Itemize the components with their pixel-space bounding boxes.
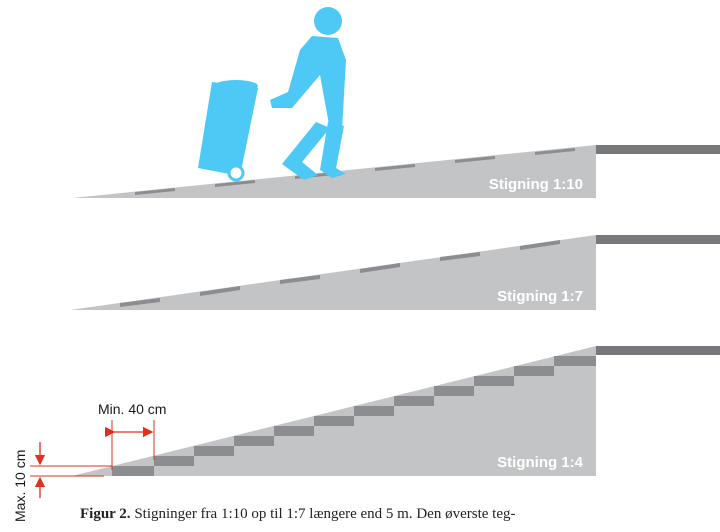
- ramp-label: Stigning 1:10: [489, 176, 583, 193]
- max-height-dimension: Max. 10 cm: [12, 442, 112, 522]
- ramp-1-7: Stigning 1:7: [70, 235, 720, 310]
- person-pushing-bin-icon: [198, 7, 346, 182]
- ramp-1-10: Stigning 1:10: [72, 145, 720, 198]
- ramp-body: [72, 346, 596, 476]
- ramp-steps: [120, 240, 560, 307]
- ramp-steps: [112, 356, 596, 476]
- ramp-label: Stigning 1:7: [497, 288, 583, 305]
- ramp-body: [70, 235, 596, 310]
- upper-landing: [596, 145, 720, 154]
- upper-landing: [596, 235, 720, 244]
- ramp-label: Stigning 1:4: [497, 454, 583, 471]
- upper-landing: [596, 346, 720, 355]
- min-length-dimension: Min. 40 cm: [98, 401, 166, 470]
- max-height-label: Max. 10 cm: [12, 450, 28, 522]
- figure-number: Figur 2.: [80, 506, 131, 522]
- figure-caption: Figur 2. Stigninger fra 1:10 op til 1:7 …: [80, 506, 720, 532]
- ramp-1-4: Stigning 1:4: [72, 346, 720, 476]
- caption-text: Stigninger fra 1:10 op til 1:7 længere e…: [134, 506, 516, 522]
- min-length-label: Min. 40 cm: [98, 401, 166, 417]
